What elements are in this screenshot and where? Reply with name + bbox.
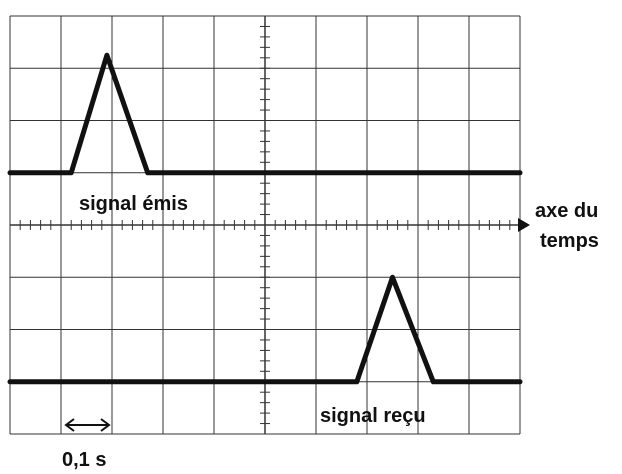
scale-label: 0,1 s [62,449,106,471]
signal-recu-label: signal reçu [320,405,426,427]
time-axis-arrowhead [518,218,530,232]
time-axis-label-line2: temps [540,230,599,252]
scale-indicator-arrow [64,418,111,432]
trace-signal-emis [7,52,523,176]
signal-emis-label: signal émis [79,193,188,215]
time-axis-label-line1: axe du [535,200,598,222]
trace-signal-recu [7,274,523,385]
